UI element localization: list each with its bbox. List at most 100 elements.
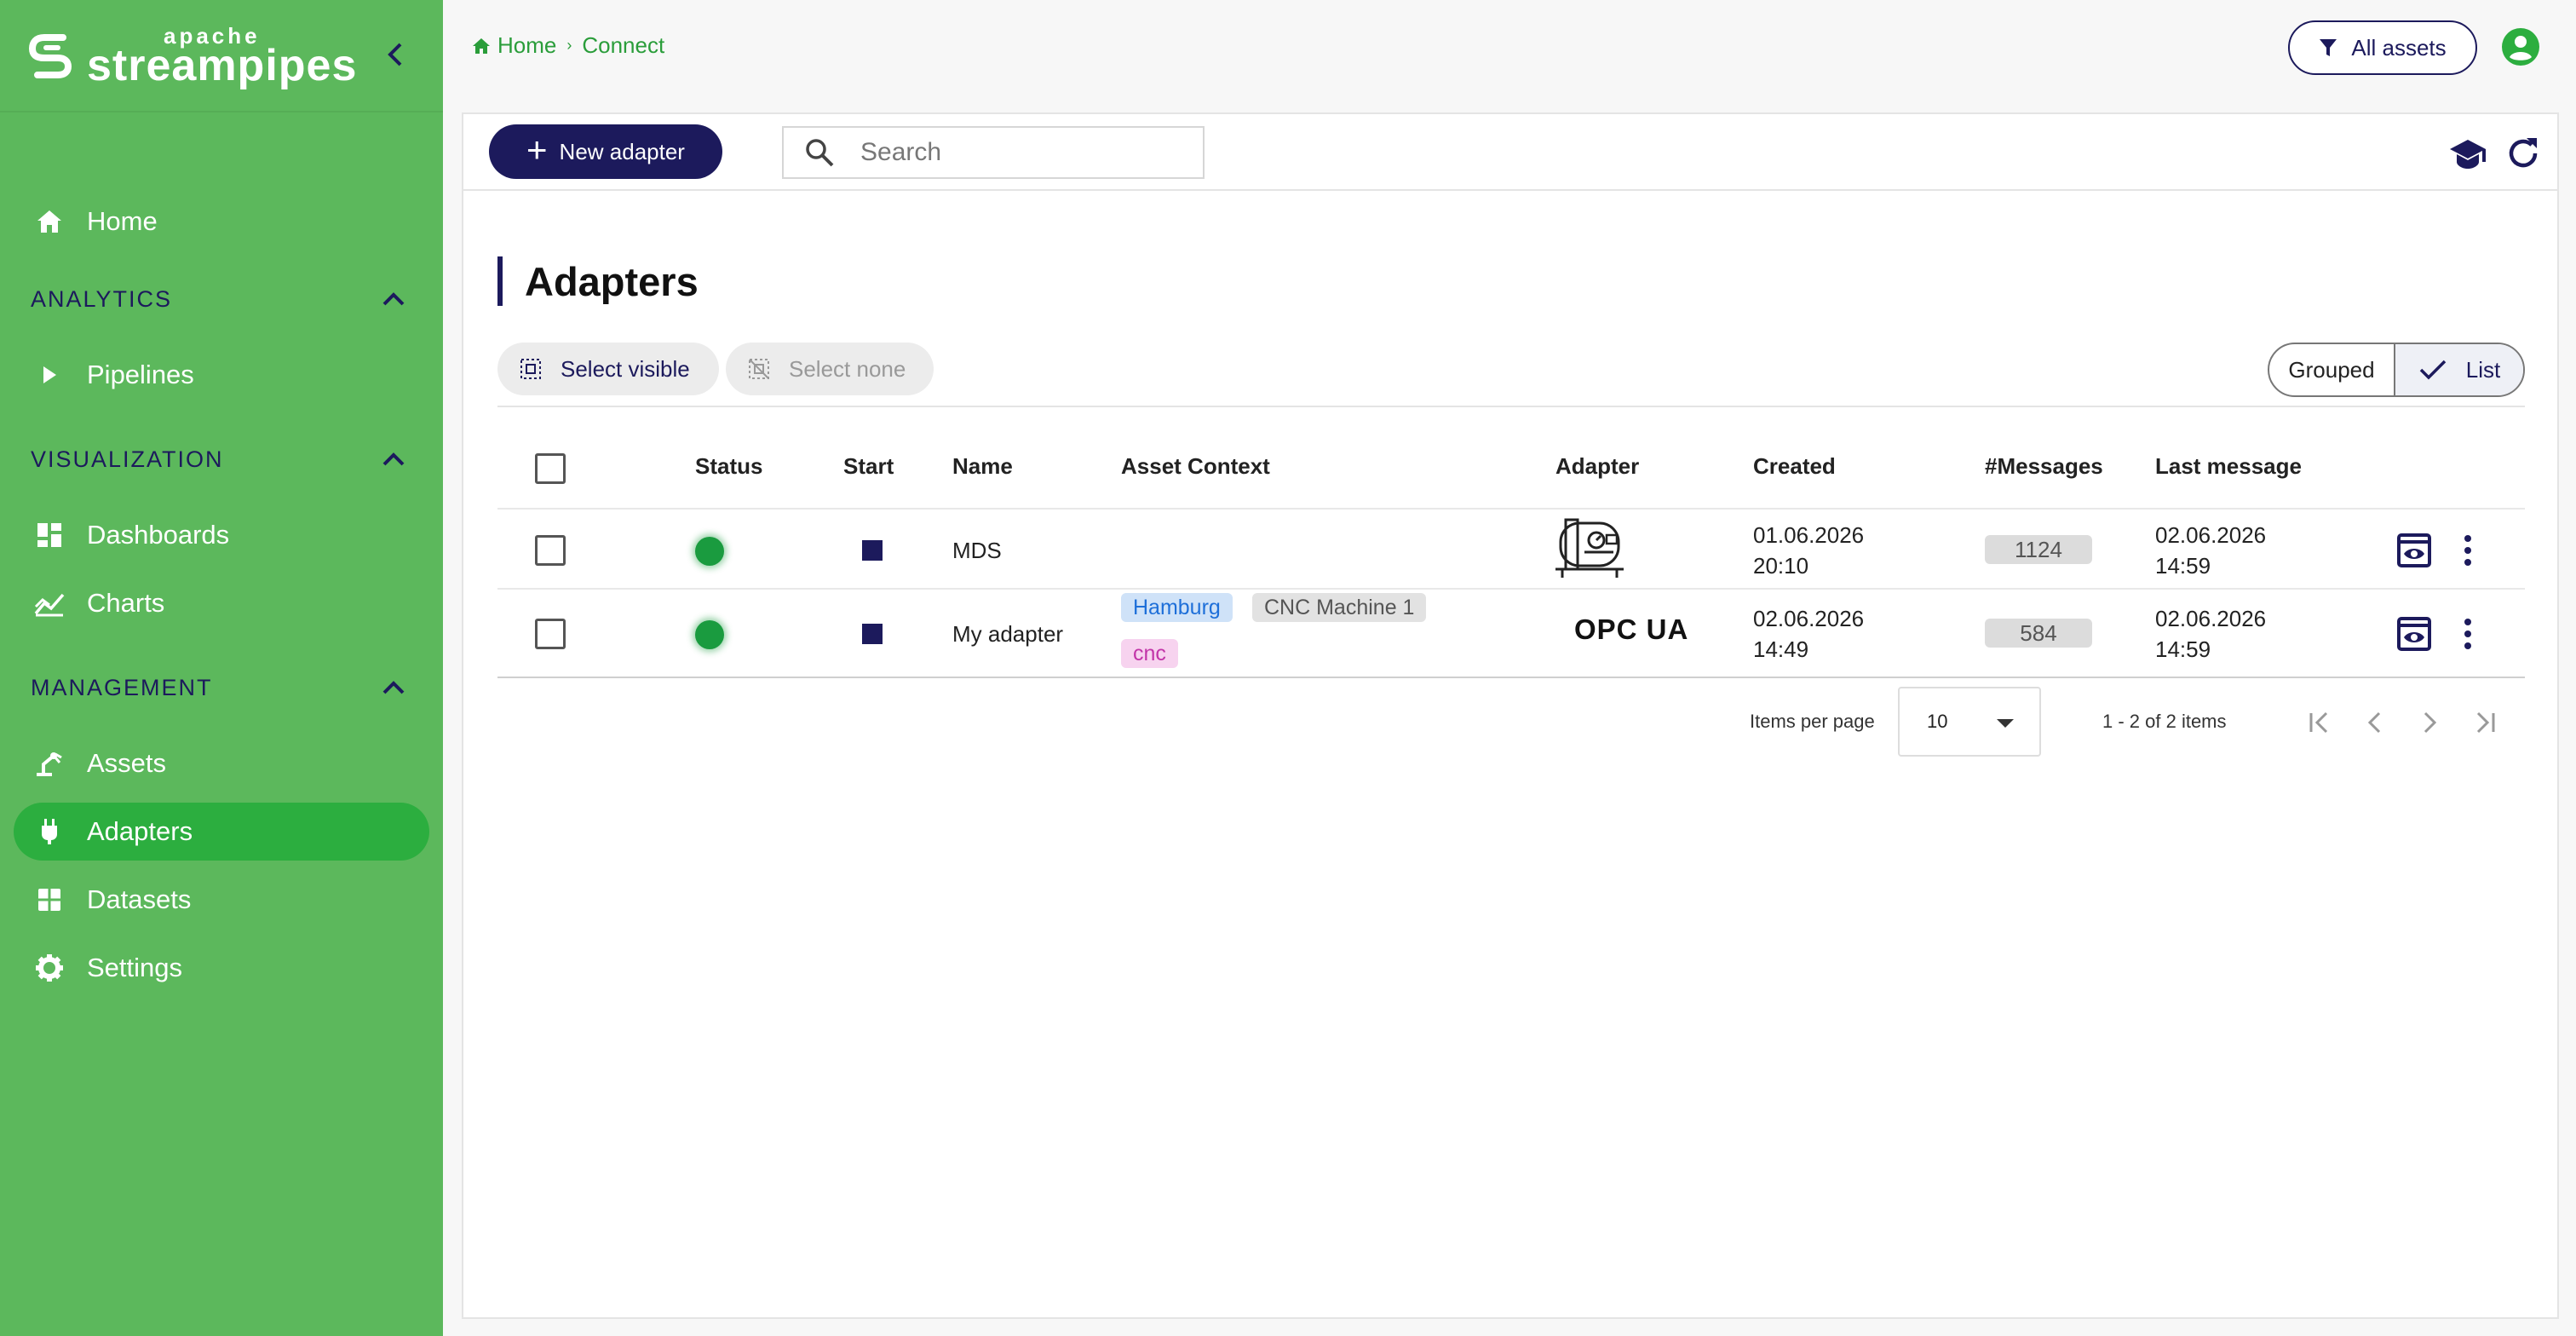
section-title: MANAGEMENT [31, 674, 213, 700]
refresh-icon[interactable] [2504, 135, 2542, 172]
title-accent-bar [497, 256, 503, 306]
search-input[interactable] [860, 138, 1184, 167]
logo-name-text: streampipes [87, 41, 358, 90]
status-running-indicator [695, 620, 724, 649]
sidebar-divider [0, 111, 443, 112]
sidebar-item-charts[interactable]: Charts [14, 574, 429, 632]
sidebar-item-adapters[interactable]: Adapters [14, 803, 429, 861]
collapse-sidebar-button[interactable] [378, 37, 412, 72]
created-date: 01.06.2026 [1753, 522, 1865, 548]
created-time: 20:10 [1753, 553, 1809, 579]
message-count-badge: 584 [1985, 619, 2092, 648]
status-running-indicator [695, 537, 724, 566]
adapter-name[interactable]: MDS [952, 538, 1002, 563]
column-header-last-message[interactable]: Last message [2155, 453, 2302, 479]
asset-context-tag: Hamburg [1121, 593, 1233, 622]
select-none-label: Select none [789, 355, 906, 382]
items-per-page-select[interactable]: 10 [1898, 687, 2041, 757]
divider [497, 406, 2525, 407]
column-header-messages[interactable]: #Messages [1985, 453, 2103, 479]
chevron-up-icon [382, 681, 405, 694]
divider [497, 508, 2525, 510]
breadcrumb-separator-icon: › [566, 37, 572, 54]
last-page-icon [2476, 711, 2495, 734]
all-assets-filter-button[interactable]: All assets [2288, 20, 2477, 75]
check-icon [2419, 360, 2447, 380]
sidebar-item-label: Home [87, 206, 158, 236]
adapter-name[interactable]: My adapter [952, 621, 1064, 647]
row-checkbox[interactable] [535, 619, 566, 649]
play-icon [32, 358, 66, 392]
machine-icon [1555, 518, 1624, 578]
last-message-time: 14:59 [2155, 553, 2211, 579]
home-icon [32, 204, 66, 239]
column-header-start[interactable]: Start [843, 453, 894, 479]
filter-icon [2320, 39, 2337, 56]
sidebar-section-analytics[interactable]: ANALYTICS [31, 278, 405, 320]
sidebar-item-label: Pipelines [87, 360, 194, 389]
search-box [782, 126, 1205, 179]
last-page-button[interactable] [2467, 705, 2501, 740]
sidebar-section-management[interactable]: MANAGEMENT [31, 666, 405, 709]
main-panel: + New adapter Adapters Select visible Se… [462, 112, 2559, 1319]
sidebar-item-label: Settings [87, 953, 183, 982]
new-adapter-label: New adapter [559, 138, 685, 164]
account-circle-icon[interactable] [2501, 27, 2540, 66]
column-header-name[interactable]: Name [952, 453, 1013, 479]
column-header-status[interactable]: Status [695, 453, 763, 479]
divider [497, 588, 2525, 590]
gear-icon [32, 951, 66, 985]
stop-adapter-button[interactable] [862, 540, 883, 561]
select-all-checkbox[interactable] [535, 453, 566, 484]
select-all-icon [520, 359, 541, 379]
select-none-button[interactable]: Select none [726, 343, 934, 395]
sidebar-item-datasets[interactable]: Datasets [14, 871, 429, 929]
school-icon[interactable] [2448, 135, 2487, 174]
app-logo[interactable]: apache streampipes [24, 22, 357, 90]
chevron-left-icon [388, 43, 402, 66]
sidebar-item-pipelines[interactable]: Pipelines [14, 346, 429, 404]
divider [497, 677, 2525, 678]
stop-adapter-button[interactable] [862, 624, 883, 644]
dropdown-caret-icon [1997, 719, 2014, 728]
new-adapter-button[interactable]: + New adapter [489, 124, 722, 179]
view-grouped-button[interactable]: Grouped [2269, 344, 2395, 395]
items-per-page-label: Items per page [1750, 711, 1875, 732]
sidebar-item-settings[interactable]: Settings [14, 939, 429, 997]
first-page-button[interactable] [2303, 705, 2337, 740]
select-visible-button[interactable]: Select visible [497, 343, 719, 395]
sidebar-item-label: Dashboards [87, 520, 230, 550]
next-page-button[interactable] [2412, 705, 2447, 740]
created-date: 02.06.2026 [1753, 606, 1865, 631]
breadcrumb-connect[interactable]: Connect [582, 32, 665, 58]
sidebar-section-visualization[interactable]: VISUALIZATION [31, 438, 405, 481]
column-header-adapter[interactable]: Adapter [1555, 453, 1640, 479]
column-header-created[interactable]: Created [1753, 453, 1836, 479]
more-vert-icon[interactable] [2455, 532, 2481, 569]
sidebar-item-label: Assets [87, 748, 167, 778]
last-message-date: 02.06.2026 [2155, 606, 2267, 631]
logo-apache-text: apache [164, 23, 261, 49]
all-assets-label: All assets [2351, 34, 2447, 60]
preview-icon[interactable] [2397, 533, 2431, 567]
previous-page-button[interactable] [2358, 705, 2392, 740]
home-icon [473, 37, 490, 54]
row-checkbox[interactable] [535, 535, 566, 566]
plus-icon: + [526, 130, 548, 170]
more-vert-icon[interactable] [2455, 615, 2481, 653]
sidebar-item-home[interactable]: Home [14, 193, 429, 250]
chevron-left-icon [2367, 711, 2381, 734]
sidebar-item-dashboards[interactable]: Dashboards [14, 506, 429, 564]
last-message-date: 02.06.2026 [2155, 522, 2267, 548]
breadcrumb-home[interactable]: Home [497, 32, 557, 58]
column-header-asset-context[interactable]: Asset Context [1121, 453, 1270, 479]
first-page-icon [2309, 711, 2328, 734]
created-time: 14:49 [1753, 636, 1809, 662]
preview-icon[interactable] [2397, 617, 2431, 651]
breadcrumb: Home › Connect [472, 32, 664, 59]
chevron-up-icon [382, 452, 405, 466]
last-message-time: 14:59 [2155, 636, 2211, 662]
view-list-button[interactable]: List [2395, 344, 2523, 395]
sidebar-item-assets[interactable]: Assets [14, 734, 429, 792]
view-toggle: Grouped List [2268, 343, 2525, 397]
